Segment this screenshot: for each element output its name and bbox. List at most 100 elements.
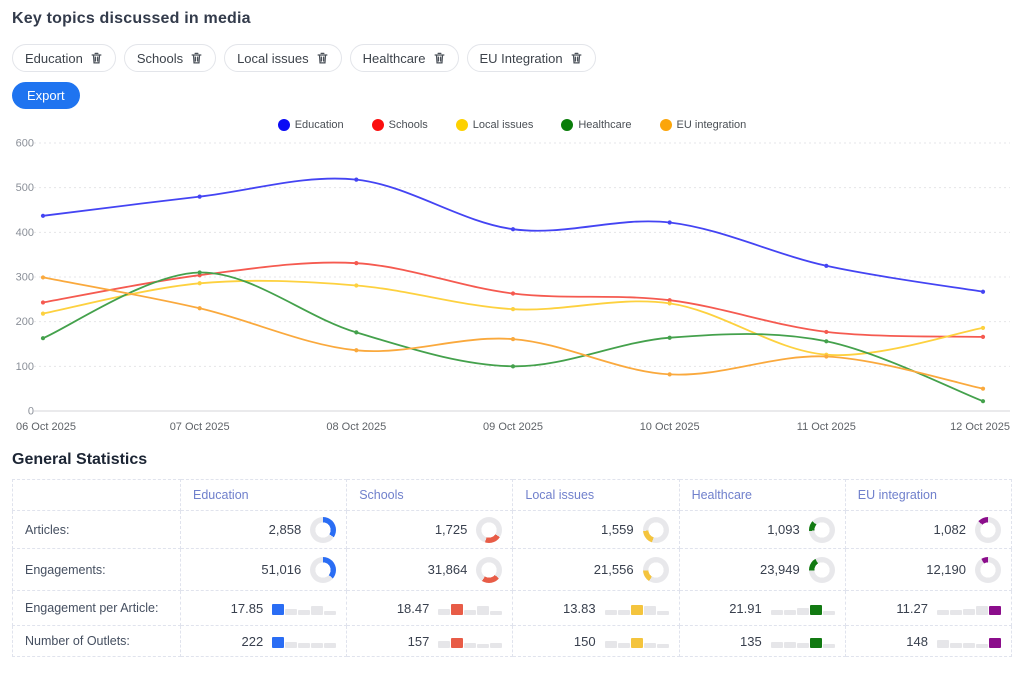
table-row-engagement-per-article: Engagement per Article: 17.85 18.47 13.8… (12, 590, 1013, 626)
distribution-bars (770, 602, 835, 615)
filter-chip-local-issues[interactable]: Local issues (224, 44, 342, 72)
data-point (40, 311, 46, 316)
topics-line-chart: Education Schools Local issues Healthcare EU… (12, 115, 1012, 437)
distribution-bars (937, 635, 1001, 648)
bin-bar (770, 609, 783, 615)
bin-bar (298, 609, 311, 615)
trash-icon[interactable] (570, 51, 583, 65)
bin-bar (643, 642, 656, 648)
table-row-engagements: Engagements: 51,016 31,864 21,556 23,949… (12, 548, 1013, 591)
bin-bar (324, 610, 337, 615)
data-point (510, 307, 516, 312)
legend-label: Healthcare (578, 119, 632, 131)
distribution-bars (604, 602, 669, 615)
data-point (197, 194, 202, 199)
legend-item-local-issues[interactable]: Local issues (455, 119, 533, 131)
share-donut (476, 556, 503, 583)
share-donut (975, 556, 1001, 583)
filter-chip-healthcare[interactable]: Healthcare (349, 44, 459, 72)
active-bin-bar (272, 636, 285, 648)
bin-bar (490, 642, 503, 648)
data-point (667, 335, 672, 340)
trash-icon[interactable] (316, 51, 329, 65)
distribution-bars (438, 635, 503, 648)
bin-bar (490, 610, 503, 615)
filter-chip-education[interactable]: Education (12, 44, 116, 72)
cell-value: 12,190 (926, 562, 966, 577)
data-point (824, 329, 829, 335)
filter-chip-eu-integration[interactable]: EU Integration (466, 44, 596, 72)
data-point (667, 298, 672, 303)
legend-color-dot (455, 119, 468, 131)
column-header-education: Education (179, 479, 348, 511)
legend-item-schools[interactable]: Schools (371, 119, 428, 131)
export-button[interactable]: Export (12, 82, 80, 109)
legend-item-healthcare[interactable]: Healthcare (561, 119, 632, 131)
legend-color-dot (371, 119, 384, 131)
cell-value: 135 (740, 633, 762, 649)
chip-label: EU Integration (479, 50, 563, 66)
trash-icon[interactable] (190, 51, 203, 65)
outlets-schools-cell: 157 (346, 625, 514, 657)
distribution-bars (770, 635, 835, 648)
cell-value: 13.83 (563, 600, 596, 616)
engagements-healthcare-cell: 23,949 (678, 548, 846, 591)
distribution-bars (604, 635, 669, 648)
y-axis-tick-label: 400 (16, 227, 34, 239)
legend-item-education[interactable]: Education (277, 119, 344, 131)
share-donut (808, 516, 835, 543)
outlets-eu-integration-cell: 148 (844, 625, 1013, 657)
data-point (354, 283, 359, 288)
bin-bar (311, 605, 324, 615)
outlets-education-cell: 222 (179, 625, 348, 657)
epa-local-issues-cell: 13.83 (512, 590, 680, 626)
x-axis-tick-label: 12 Oct 2025 (950, 421, 1010, 433)
trash-icon[interactable] (433, 51, 446, 65)
share-donut (642, 516, 669, 543)
bin-bar (783, 641, 796, 648)
cell-value: 31,864 (427, 562, 468, 577)
outlets-healthcare-cell: 135 (678, 625, 846, 657)
legend-item-eu-integration[interactable]: EU integration (659, 119, 746, 131)
legend-color-dot (659, 119, 672, 131)
bin-bar (604, 609, 617, 615)
row-label: Engagement per Article: (12, 590, 181, 626)
active-bin-bar (272, 603, 285, 615)
chip-label: Local issues (237, 50, 309, 66)
cell-value: 17.85 (230, 600, 264, 616)
bin-bar (464, 642, 477, 648)
share-donut (310, 556, 337, 583)
bin-bar (617, 609, 630, 615)
x-axis-tick-label: 11 Oct 2025 (797, 421, 856, 433)
distribution-bars (272, 635, 337, 648)
data-point (667, 372, 672, 377)
bin-bar (438, 608, 451, 615)
bin-bar (770, 641, 783, 648)
line-chart-svg: 0 100 200 300 400 500 600 06 Oct 2025 07 Oct 202… (16, 138, 1010, 433)
share-donut (975, 516, 1001, 543)
active-bin-bar (989, 605, 1001, 615)
data-point (40, 275, 46, 280)
data-point (667, 301, 672, 306)
legend-label: Education (294, 119, 344, 131)
data-point (354, 177, 359, 182)
bin-bar (976, 643, 988, 648)
bin-bar (950, 609, 962, 615)
engagements-local-issues-cell: 21,556 (512, 548, 680, 591)
active-bin-bar (451, 603, 464, 615)
data-point (980, 386, 986, 391)
engagements-eu-integration-cell: 12,190 (844, 548, 1013, 591)
distribution-bars (272, 602, 337, 615)
filter-chip-schools[interactable]: Schools (123, 44, 217, 72)
distribution-bars (937, 602, 1001, 615)
bin-bar (783, 609, 796, 615)
x-axis-tick-label: 09 Oct 2025 (483, 421, 543, 433)
active-bin-bar (630, 604, 643, 615)
trash-icon[interactable] (90, 51, 103, 65)
data-point (510, 364, 516, 369)
y-axis-tick-label: 200 (16, 316, 34, 328)
y-axis-tick-label: 500 (16, 182, 34, 194)
cell-value: 148 (906, 633, 928, 649)
bin-bar (477, 605, 490, 615)
cell-value: 150 (573, 633, 596, 649)
